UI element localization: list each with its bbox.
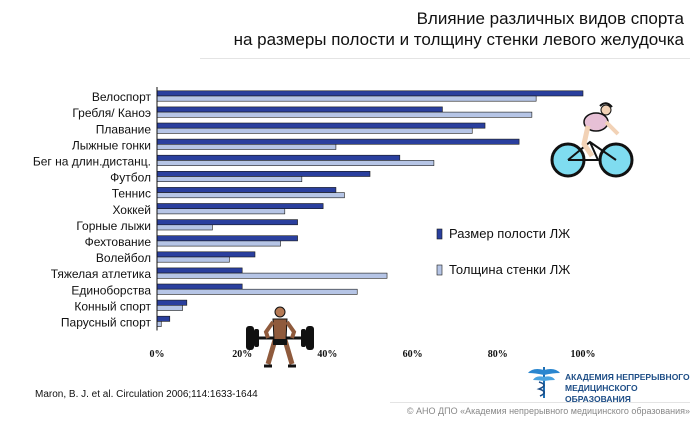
- caduceus-logo-icon: [528, 367, 560, 398]
- x-tick-label-1: 20%: [232, 349, 252, 360]
- x-tick-label-5: 100%: [571, 349, 596, 360]
- bar-cavity-9: [156, 235, 298, 242]
- logo-text-line2: МЕДИЦИНСКОГО ОБРАЗОВАНИЯ: [565, 383, 638, 404]
- bar-cavity-13: [156, 299, 188, 306]
- x-tick-label-4: 80%: [488, 349, 508, 360]
- chart-title-line2: на размеры полости и толщину стенки лево…: [233, 30, 684, 49]
- bar-wall-13: [156, 304, 183, 311]
- legend-label-0: Размер полости ЛЖ: [449, 226, 570, 241]
- academy-logo: АКАДЕМИЯ НЕПРЕРЫВНОГО МЕДИЦИНСКОГО ОБРАЗ…: [527, 365, 697, 404]
- category-labels: Велоспорт Гребля/ Каноэ Плавание Лыжные гон…: [33, 90, 152, 329]
- bar-wall-2: [156, 127, 473, 134]
- bar-wall-14: [156, 321, 162, 327]
- legend-label-1: Толщина стенки ЛЖ: [449, 262, 570, 277]
- category-label-14: Парусный спорт: [61, 315, 152, 329]
- x-tick-label-2: 40%: [317, 349, 337, 360]
- bar-wall-10: [156, 256, 230, 263]
- category-label-13: Конный спорт: [74, 299, 151, 313]
- category-label-4: Бег на длин.дистанц.: [33, 154, 151, 168]
- legend-swatch-1: [436, 264, 443, 276]
- chart-title: Влияние различных видов спорта на размер…: [234, 8, 684, 50]
- logo-text-line1: АКАДЕМИЯ НЕПРЕРЫВНОГО: [565, 372, 690, 382]
- bar-wall-11: [156, 272, 388, 279]
- bar-cavity-4: [156, 154, 401, 161]
- bar-wall-0: [156, 95, 537, 102]
- bar-cavity-5: [156, 171, 371, 177]
- bar-cavity-8: [156, 219, 298, 226]
- bar-cavity-12: [156, 283, 243, 290]
- bar-cavity-11: [156, 267, 243, 274]
- x-tick-labels: 0% 20% 40% 60% 80% 100%: [150, 349, 596, 360]
- bar-wall-4: [156, 160, 435, 166]
- bar-wall-6: [156, 192, 345, 199]
- bar-cavity-10: [156, 251, 256, 258]
- category-label-1: Гребля/ Каноэ: [72, 106, 151, 120]
- cyclist-icon: [550, 102, 634, 178]
- bar-cavity-6: [156, 187, 337, 193]
- category-label-11: Тяжелая атлетика: [51, 267, 152, 281]
- category-label-8: Горные лыжи: [76, 219, 151, 233]
- footer-divider: [390, 402, 690, 403]
- x-tick-label-0: 0%: [150, 349, 165, 360]
- bar-wall-7: [156, 208, 286, 215]
- x-tick-label-3: 60%: [403, 349, 423, 360]
- bar-cavity-1: [156, 106, 443, 113]
- bar-wall-3: [156, 144, 337, 150]
- bar-cavity-0: [156, 90, 584, 97]
- copyright-text: © АНО ДПО «Академия непрерывного медицин…: [406, 406, 690, 416]
- weightlifter-icon: [246, 306, 314, 368]
- category-label-3: Лыжные гонки: [72, 138, 151, 152]
- chart-title-line1: Влияние различных видов спорта: [416, 9, 684, 28]
- bar-wall-1: [156, 111, 533, 118]
- bar-cavity-2: [156, 122, 486, 129]
- category-label-7: Хоккей: [112, 203, 151, 217]
- legend: Размер полости ЛЖ Толщина стенки ЛЖ: [436, 226, 570, 277]
- bars-group: [156, 90, 584, 327]
- category-label-10: Волейбол: [96, 251, 151, 265]
- category-label-6: Теннис: [112, 187, 151, 201]
- category-label-0: Велоспорт: [92, 90, 152, 104]
- category-label-5: Футбол: [110, 171, 151, 185]
- bar-wall-12: [156, 288, 358, 295]
- bar-cavity-3: [156, 138, 520, 145]
- bar-wall-8: [156, 224, 213, 231]
- source-citation: Maron, B. J. et al. Circulation 2006;114…: [35, 389, 258, 400]
- bar-wall-9: [156, 240, 281, 247]
- bar-cavity-7: [156, 203, 324, 209]
- legend-swatch-0: [436, 228, 443, 240]
- category-label-9: Фехтование: [85, 235, 152, 249]
- title-divider: [200, 58, 690, 59]
- bar-wall-5: [156, 176, 303, 182]
- bar-cavity-14: [156, 315, 171, 322]
- category-label-2: Плавание: [96, 122, 152, 136]
- category-label-12: Единоборства: [71, 283, 151, 297]
